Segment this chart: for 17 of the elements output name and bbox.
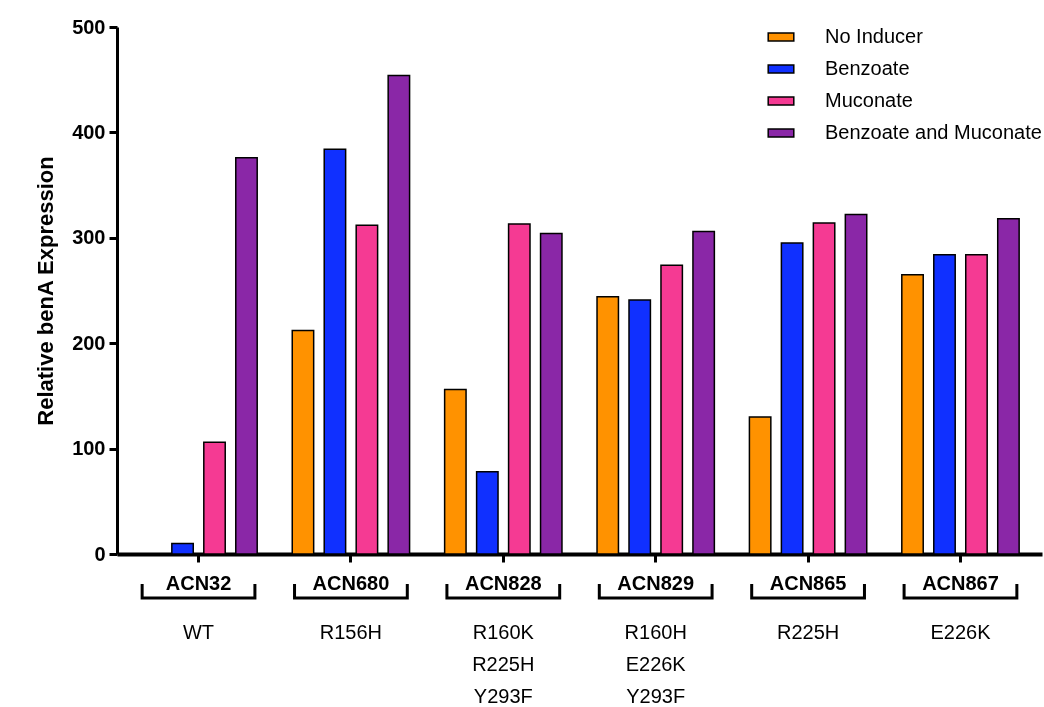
- category-label: ACN829 R160H E226K Y293F: [617, 572, 695, 707]
- y-tick-label: 300: [72, 226, 106, 249]
- y-tick-label: 0: [94, 542, 106, 565]
- legend-label: No Inducer: [825, 25, 924, 47]
- category-label: ACN828 R160K R225H Y293F: [464, 572, 542, 707]
- y-tick-label: 100: [72, 437, 106, 460]
- legend-label: Muconate: [825, 89, 913, 111]
- category-label: ACN32 WT: [165, 572, 232, 643]
- category-label: ACN867 E226K: [922, 572, 999, 643]
- category-label: ACN680 R156H: [312, 572, 390, 643]
- legend-label: Benzoate and Muconate: [825, 121, 1042, 143]
- category-label: ACN865 R225H: [769, 572, 847, 643]
- y-axis-title: Relative benA Expression: [33, 156, 59, 426]
- y-tick-label: 200: [72, 331, 106, 354]
- legend-label: Benzoate: [825, 57, 910, 79]
- y-tick-label: 400: [72, 120, 106, 143]
- y-tick-label: 500: [72, 15, 106, 38]
